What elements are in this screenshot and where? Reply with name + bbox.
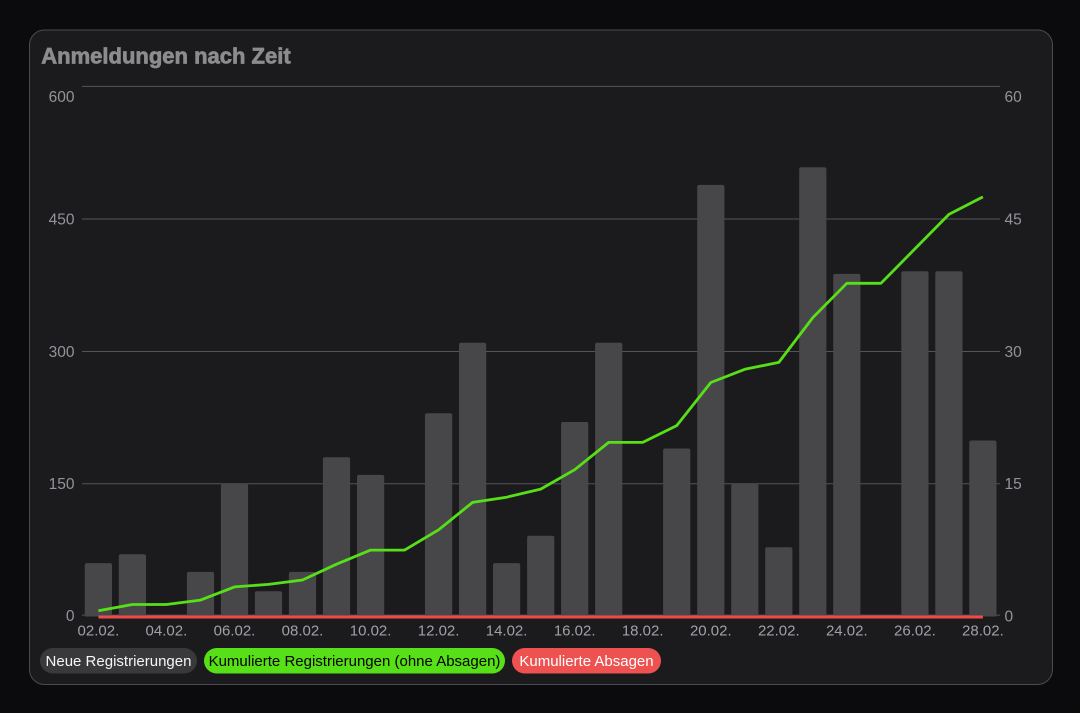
svg-text:18.02.: 18.02. [622, 623, 664, 640]
svg-text:24.02.: 24.02. [826, 623, 868, 640]
svg-text:300: 300 [49, 344, 75, 361]
svg-text:10.02.: 10.02. [350, 623, 392, 640]
svg-text:45: 45 [1005, 212, 1022, 229]
svg-text:Neue Registrierungen: Neue Registrierungen [46, 653, 192, 670]
svg-text:14.02.: 14.02. [486, 623, 528, 640]
svg-text:Kumulierte Absagen: Kumulierte Absagen [519, 653, 653, 670]
svg-text:20.02.: 20.02. [690, 623, 732, 640]
svg-text:Anmeldungen nach Zeit: Anmeldungen nach Zeit [41, 43, 291, 68]
svg-text:06.02.: 06.02. [214, 623, 256, 640]
svg-text:600: 600 [49, 89, 75, 106]
svg-text:15: 15 [1005, 476, 1022, 493]
svg-text:02.02.: 02.02. [78, 623, 120, 640]
svg-text:30: 30 [1005, 344, 1023, 361]
svg-text:Kumulierte Registrierungen (oh: Kumulierte Registrierungen (ohne Absagen… [209, 653, 501, 670]
svg-text:04.02.: 04.02. [146, 623, 188, 640]
svg-text:08.02.: 08.02. [282, 623, 324, 640]
svg-text:0: 0 [1005, 609, 1014, 626]
svg-text:150: 150 [49, 476, 75, 493]
svg-text:12.02.: 12.02. [418, 623, 460, 640]
svg-text:22.02.: 22.02. [758, 623, 800, 640]
svg-text:60: 60 [1005, 89, 1023, 106]
svg-text:16.02.: 16.02. [554, 623, 596, 640]
svg-text:26.02.: 26.02. [894, 623, 936, 640]
svg-text:450: 450 [49, 212, 75, 229]
svg-text:28.02.: 28.02. [962, 623, 1004, 640]
svg-text:0: 0 [66, 608, 75, 625]
